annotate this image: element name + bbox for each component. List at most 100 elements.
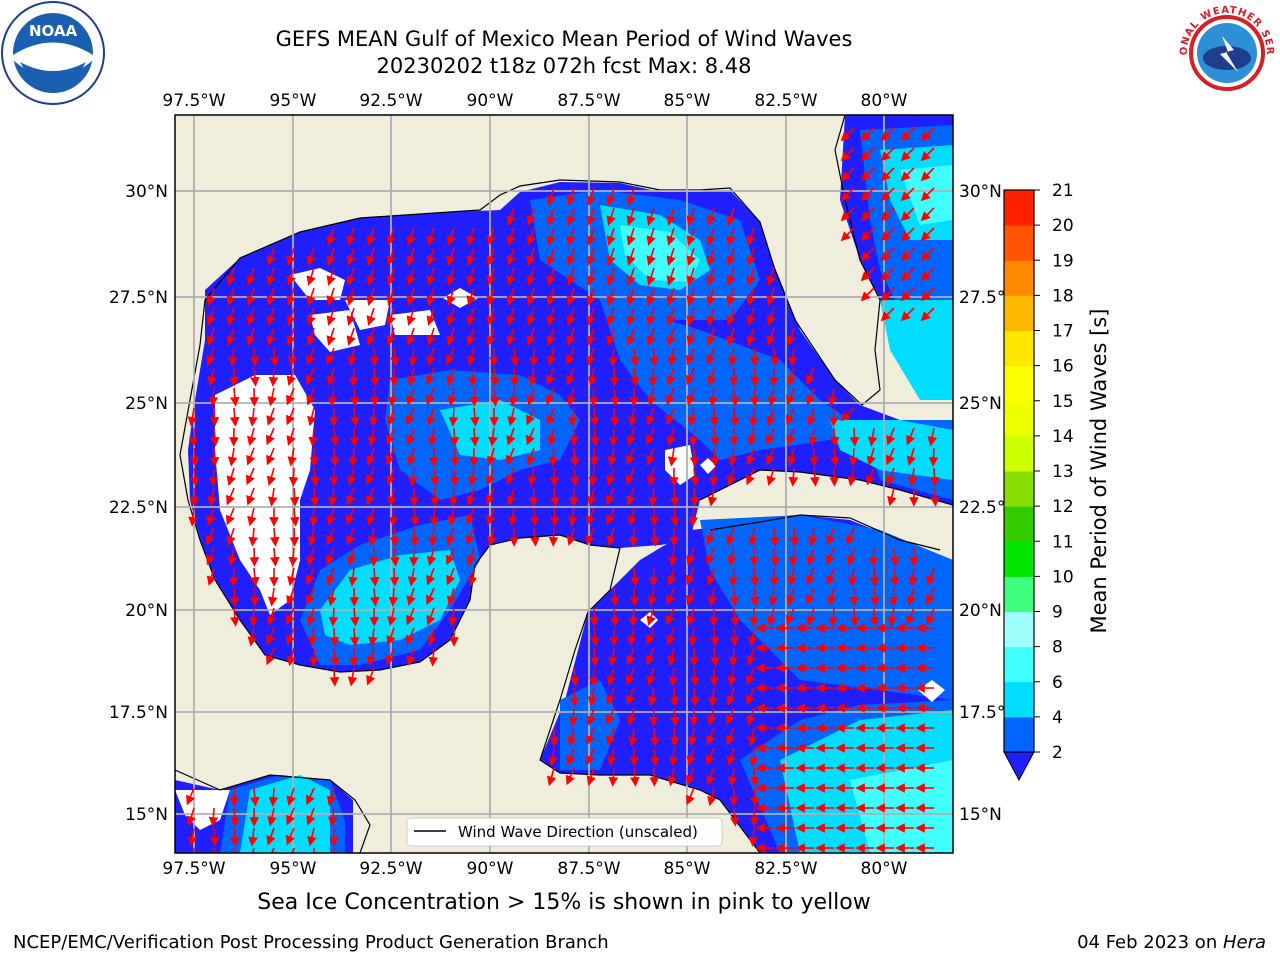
wind-wave-arrow: [900, 307, 915, 322]
wind-wave-arrow: [626, 327, 636, 346]
wind-wave-arrow: [726, 467, 737, 487]
wind-wave-arrow: [466, 487, 476, 506]
colorbar-segment: [1004, 506, 1034, 542]
wind-wave-arrow: [205, 527, 215, 546]
wind-wave-arrow: [686, 207, 696, 226]
wind-wave-arrow: [587, 687, 598, 707]
wind-wave-arrow: [306, 327, 316, 346]
wind-wave-arrow: [227, 547, 237, 567]
wind-wave-arrow: [807, 527, 818, 547]
wind-wave-arrow: [346, 227, 356, 246]
wind-wave-arrow: [289, 487, 300, 507]
wind-wave-arrow: [686, 327, 696, 346]
nws-logo: NATIONAL WEATHER SERVICE: [1174, 0, 1277, 103]
wind-wave-arrow: [766, 447, 775, 466]
wind-wave-arrow: [726, 287, 736, 306]
colorbar-tick-label: 12: [1052, 497, 1074, 517]
wind-wave-arrow: [226, 327, 236, 346]
wind-wave-arrow: [186, 807, 196, 826]
wind-wave-arrow: [920, 307, 935, 322]
wind-wave-arrow: [646, 207, 656, 226]
wind-wave-arrow: [787, 447, 797, 467]
wind-wave-arrow: [750, 367, 760, 387]
wind-wave-arrow: [586, 207, 596, 226]
wind-wave-arrow: [706, 567, 716, 586]
wind-wave-arrow: [428, 527, 438, 547]
wind-wave-arrow: [769, 527, 780, 547]
wind-wave-arrow: [548, 447, 559, 467]
wind-wave-arrow: [466, 507, 475, 526]
wind-wave-arrow: [649, 727, 660, 747]
wind-wave-arrow: [606, 287, 616, 306]
wind-wave-arrow: [329, 427, 340, 447]
wind-wave-arrow: [267, 387, 277, 407]
wind-wave-arrow: [746, 327, 756, 346]
wind-wave-arrow: [730, 607, 740, 627]
wind-wave-arrow: [207, 367, 217, 387]
wind-wave-arrow: [366, 247, 376, 266]
wind-wave-arrows: [186, 127, 940, 853]
wind-wave-arrow: [570, 667, 580, 687]
colorbar-tick-label: 18: [1052, 286, 1074, 306]
wind-wave-arrow: [446, 587, 457, 607]
wind-wave-arrow: [347, 347, 357, 367]
wind-wave-arrow: [446, 267, 456, 286]
wind-wave-arrow: [250, 567, 260, 587]
wind-wave-arrow: [348, 367, 359, 387]
wind-wave-arrow: [247, 507, 257, 527]
wind-wave-arrow: [406, 247, 416, 266]
wind-wave-arrow: [625, 467, 635, 486]
wind-wave-arrow: [667, 767, 677, 787]
wind-wave-arrow: [448, 607, 458, 627]
wind-wave-arrow: [546, 327, 556, 346]
wind-wave-arrow: [609, 587, 620, 607]
wind-wave-arrow: [226, 307, 236, 326]
wind-wave-arrow: [488, 427, 498, 447]
wind-wave-arrow: [306, 807, 316, 826]
wind-wave-arrow: [328, 807, 338, 827]
wind-wave-arrow: [900, 127, 915, 142]
wind-wave-arrow: [368, 627, 378, 647]
wind-wave-arrow: [768, 587, 778, 607]
wind-wave-arrow: [506, 247, 516, 266]
wind-wave-arrow: [507, 407, 517, 427]
wind-wave-arrow: [510, 347, 520, 367]
wind-wave-arrow: [386, 327, 396, 346]
wind-wave-arrow: [526, 327, 536, 346]
wind-wave-arrow: [346, 327, 356, 346]
wind-wave-arrow: [707, 487, 718, 507]
wind-wave-arrow: [466, 247, 476, 266]
wind-wave-arrow: [749, 587, 760, 607]
wind-wave-arrow: [728, 447, 738, 467]
wind-wave-arrow: [506, 227, 516, 246]
wind-wave-arrow: [286, 827, 295, 846]
wind-wave-arrow: [667, 647, 677, 667]
wind-wave-arrow: [869, 567, 880, 587]
wind-wave-arrow: [627, 507, 637, 527]
wind-wave-arrow: [385, 647, 395, 666]
wind-wave-arrow: [746, 307, 756, 326]
wind-wave-arrow: [647, 467, 657, 487]
wind-wave-arrow: [466, 327, 476, 346]
footer-date: 04 Feb 2023 on Hera: [1077, 932, 1266, 953]
wind-wave-arrow: [387, 487, 397, 507]
wind-wave-arrow: [327, 587, 337, 607]
wind-wave-arrow: [826, 567, 836, 586]
wind-wave-arrow: [666, 287, 676, 306]
colorbar-tick-labels: 2 4 6 8 9 10 11 12 13 14 15 16 17 18 19 20 21: [1034, 181, 1074, 763]
wind-wave-arrow: [545, 387, 555, 406]
map-frame: [174, 114, 954, 854]
wind-wave-arrow: [805, 587, 815, 606]
wind-wave-arrow: [486, 247, 496, 266]
wind-wave-arrow: [646, 247, 656, 266]
wind-wave-arrow: [900, 207, 915, 222]
wind-wave-arrow: [860, 207, 875, 222]
wind-wave-arrow: [189, 447, 200, 467]
wind-wave-arrow: [590, 427, 600, 447]
wind-wave-arrow: [406, 427, 416, 446]
wind-wave-arrow: [305, 567, 315, 586]
wind-wave-arrow: [266, 267, 276, 286]
wind-wave-arrow: [270, 847, 275, 853]
lat-right-label: 25°N: [959, 394, 1002, 414]
wind-wave-arrow: [609, 367, 620, 387]
